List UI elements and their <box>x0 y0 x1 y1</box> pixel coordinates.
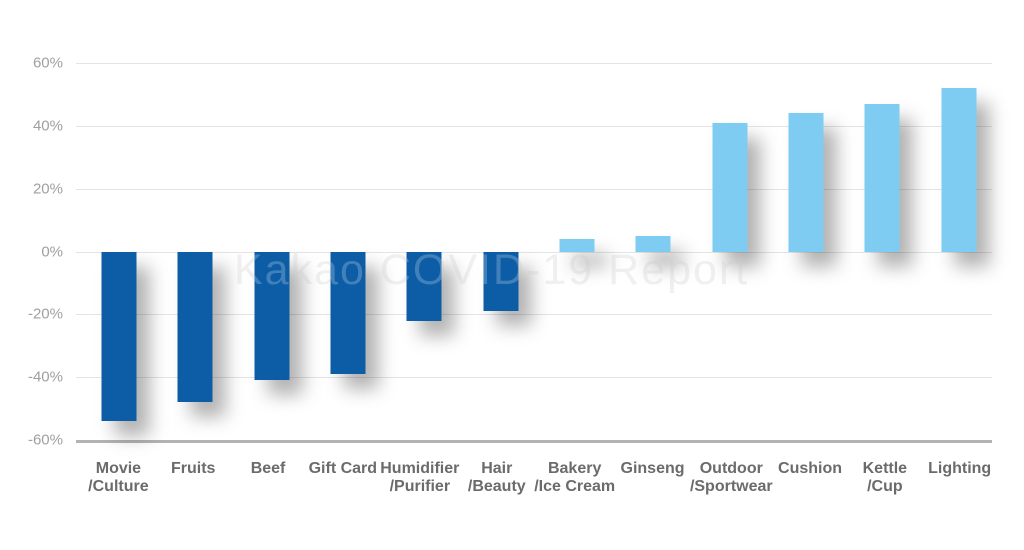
x-tick-label: Hair/Beauty <box>459 460 534 497</box>
bar-fruits <box>177 251 213 403</box>
x-tick-label: Ginseng <box>615 460 690 497</box>
y-tick-label: -60% <box>27 431 63 449</box>
bar-beef <box>254 251 290 381</box>
y-tick-label: 40% <box>32 117 63 135</box>
bar-ginseng <box>635 235 671 252</box>
x-tick-label: Movie/Culture <box>81 460 156 497</box>
x-tick-label-line: Hair <box>481 460 513 477</box>
x-axis-baseline <box>76 440 992 443</box>
bar-slot <box>692 63 768 440</box>
x-tick-label: Gift Card <box>305 460 380 497</box>
bar-slot <box>768 63 844 440</box>
x-tick-label-line: /Ice Cream <box>534 478 616 496</box>
bar-bakery-ice-cream <box>559 238 595 252</box>
x-tick-label: Kettle/Cup <box>847 460 922 497</box>
plot-area: Kakao COVID-19 Report Kakao COVID-19 Rep… <box>76 63 992 443</box>
bar-slot <box>539 63 615 440</box>
x-tick-label-line: Kettle <box>862 460 908 477</box>
x-tick-label: Lighting <box>922 460 997 497</box>
bar-hair-beauty <box>483 251 519 312</box>
bar-gift-card <box>330 251 366 375</box>
bars-row <box>81 63 997 440</box>
gridline <box>76 188 992 190</box>
x-tick-label-line: Lighting <box>928 460 992 477</box>
x-tick-label-line: Gift Card <box>308 460 378 477</box>
x-tick-label: Cushion <box>773 460 848 497</box>
gridline <box>76 63 992 64</box>
bar-humidifier-purifier <box>406 251 442 321</box>
x-tick-label: Fruits <box>156 460 231 497</box>
x-tick-label-line: Fruits <box>170 460 216 477</box>
bar-movie-culture <box>101 251 137 422</box>
x-tick-label-line: Outdoor <box>699 460 763 477</box>
x-tick-label-line: /Sportwear <box>689 478 773 496</box>
y-tick-label: -20% <box>27 305 63 323</box>
gridline <box>76 251 992 253</box>
x-tick-label: Beef <box>231 460 306 497</box>
y-tick-label: -40% <box>27 368 63 386</box>
bar-slot <box>81 63 157 440</box>
bar-slot <box>921 63 997 440</box>
x-tick-label-line: /Beauty <box>467 478 526 496</box>
y-tick-label: 20% <box>32 180 63 198</box>
x-tick-label-line: Humidifier <box>380 460 460 477</box>
x-axis-labels: Movie/Culture Fruits Beef Gift Card Humidifi… <box>81 460 997 497</box>
bar-slot <box>844 63 920 440</box>
x-tick-label-line: Ginseng <box>620 460 685 477</box>
y-tick-label: 0% <box>41 243 63 260</box>
gridline <box>76 377 992 379</box>
bar-kettle-cup <box>864 103 900 252</box>
x-tick-label-line: Bakery <box>547 460 602 477</box>
y-tick-label: 60% <box>32 54 63 72</box>
bar-slot <box>386 63 462 440</box>
gridlines <box>76 63 992 443</box>
x-tick-label: Humidifier/Purifier <box>380 460 459 497</box>
x-tick-label-line: Cushion <box>778 460 843 477</box>
x-tick-label-line: Movie <box>95 460 142 477</box>
bar-slot <box>615 63 691 440</box>
x-tick-label-line: /Purifier <box>389 478 451 496</box>
bar-outdoor-sportwear <box>712 122 748 252</box>
x-tick-label: Bakery/Ice Cream <box>534 460 615 497</box>
x-tick-label: Outdoor/Sportwear <box>690 460 773 497</box>
x-tick-label-line: /Culture <box>88 478 149 496</box>
bar-slot <box>234 63 310 440</box>
bar-slot <box>463 63 539 440</box>
x-tick-label-line: Beef <box>250 460 286 477</box>
bar-slot <box>157 63 233 440</box>
x-tick-label-line: /Cup <box>867 478 903 496</box>
y-axis: 60% 40% 20% 0% -20% -40% -60% <box>0 55 63 449</box>
bar-slot <box>310 63 386 440</box>
bar-cushion <box>788 113 824 252</box>
gridline <box>76 314 992 316</box>
gridline <box>76 125 992 127</box>
bar-lighting <box>941 88 977 252</box>
